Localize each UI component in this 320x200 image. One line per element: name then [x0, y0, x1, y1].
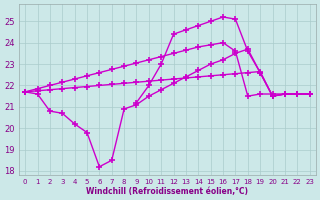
X-axis label: Windchill (Refroidissement éolien,°C): Windchill (Refroidissement éolien,°C) [86, 187, 248, 196]
